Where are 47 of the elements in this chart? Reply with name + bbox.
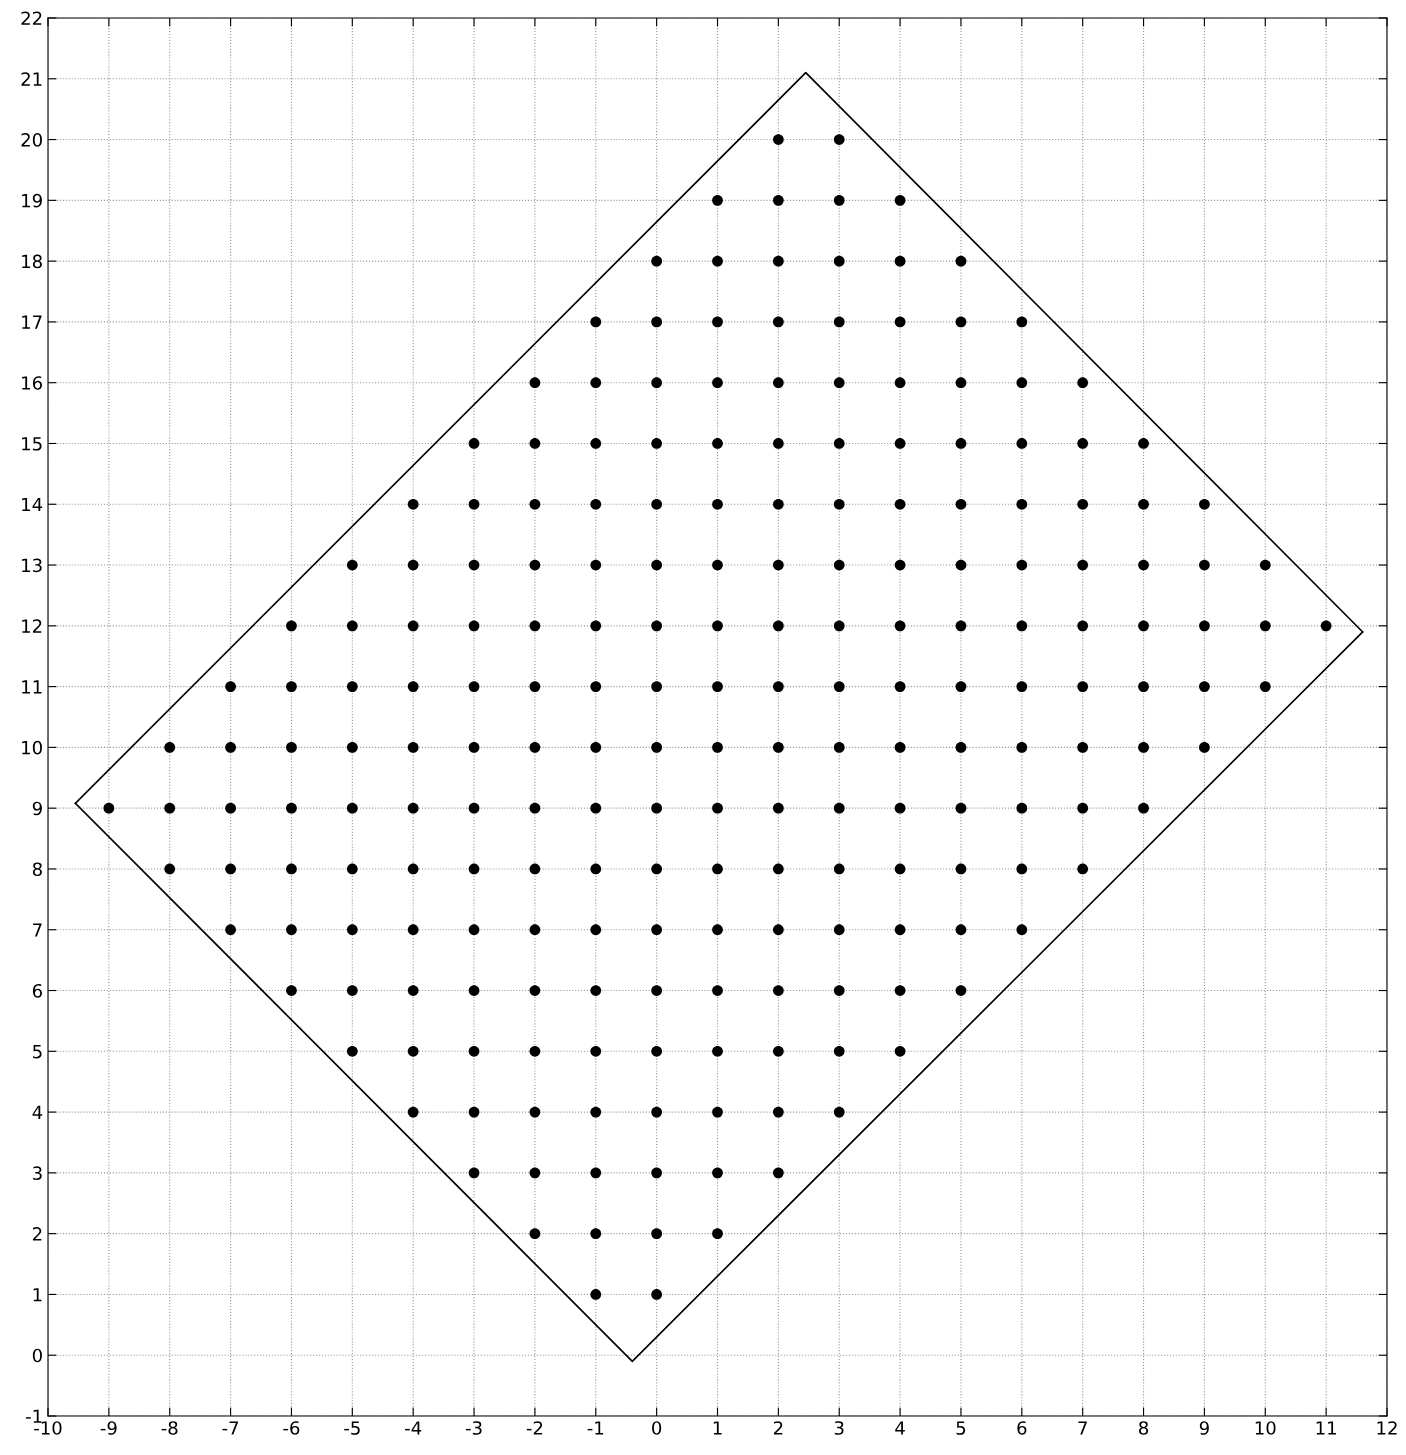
y-tick-label: 3 xyxy=(33,1166,42,1180)
x-tick-label: -9 xyxy=(100,1421,117,1435)
y-tick-label: 18 xyxy=(22,254,42,269)
y-tick-label: 11 xyxy=(22,680,42,694)
x-tick-label: 12 xyxy=(1377,1421,1397,1435)
y-tick-label: 4 xyxy=(32,1105,43,1119)
x-tick-label: -7 xyxy=(222,1421,239,1435)
x-tick-label: 0 xyxy=(652,1421,662,1435)
x-tick-label: 4 xyxy=(895,1421,905,1435)
y-tick-label: -1 xyxy=(26,1409,42,1423)
x-tick-label: -1 xyxy=(587,1421,604,1435)
x-tick-label: 10 xyxy=(1255,1421,1276,1435)
x-tick-label: 11 xyxy=(1316,1421,1336,1435)
y-tick-label: 19 xyxy=(22,193,42,208)
x-tick-label: 3 xyxy=(834,1421,844,1435)
x-tick-label: 5 xyxy=(956,1421,966,1435)
x-tick-label: 8 xyxy=(1139,1421,1149,1435)
y-tick-label: 6 xyxy=(32,983,42,998)
y-tick-label: 1 xyxy=(33,1288,42,1302)
y-tick-label: 20 xyxy=(21,133,42,147)
x-tick-label: -5 xyxy=(344,1421,360,1435)
x-tick-label: 7 xyxy=(1078,1421,1087,1435)
y-tick-label: 16 xyxy=(22,376,42,390)
y-tick-label: 5 xyxy=(33,1045,42,1059)
x-tick-label: 9 xyxy=(1199,1421,1209,1435)
y-tick-label: 9 xyxy=(32,801,42,816)
x-tick-label: -3 xyxy=(465,1421,482,1435)
y-tick-label: 0 xyxy=(32,1348,42,1363)
y-tick-label: 13 xyxy=(22,558,42,573)
x-tick-label: -4 xyxy=(405,1421,422,1435)
x-tick-label: -8 xyxy=(161,1421,178,1435)
y-tick-label: 15 xyxy=(22,437,42,451)
y-tick-label: 10 xyxy=(22,740,42,755)
y-tick-label: 14 xyxy=(22,497,43,512)
y-tick-label: 17 xyxy=(22,315,42,329)
y-tick-label: 22 xyxy=(21,11,42,25)
x-tick-label: 2 xyxy=(773,1421,783,1435)
x-tick-label: 6 xyxy=(1017,1421,1027,1435)
y-tick-label: 2 xyxy=(32,1227,42,1241)
x-tick-label: 1 xyxy=(713,1421,722,1435)
y-tick-label: 21 xyxy=(21,72,42,86)
x-tick-label: -6 xyxy=(283,1421,300,1435)
y-tick-label: 7 xyxy=(33,923,42,937)
y-tick-label: 12 xyxy=(22,619,42,633)
x-tick-label: -2 xyxy=(526,1421,543,1435)
y-tick-label: 8 xyxy=(32,862,42,877)
x-tick-label: -10 xyxy=(34,1421,62,1435)
